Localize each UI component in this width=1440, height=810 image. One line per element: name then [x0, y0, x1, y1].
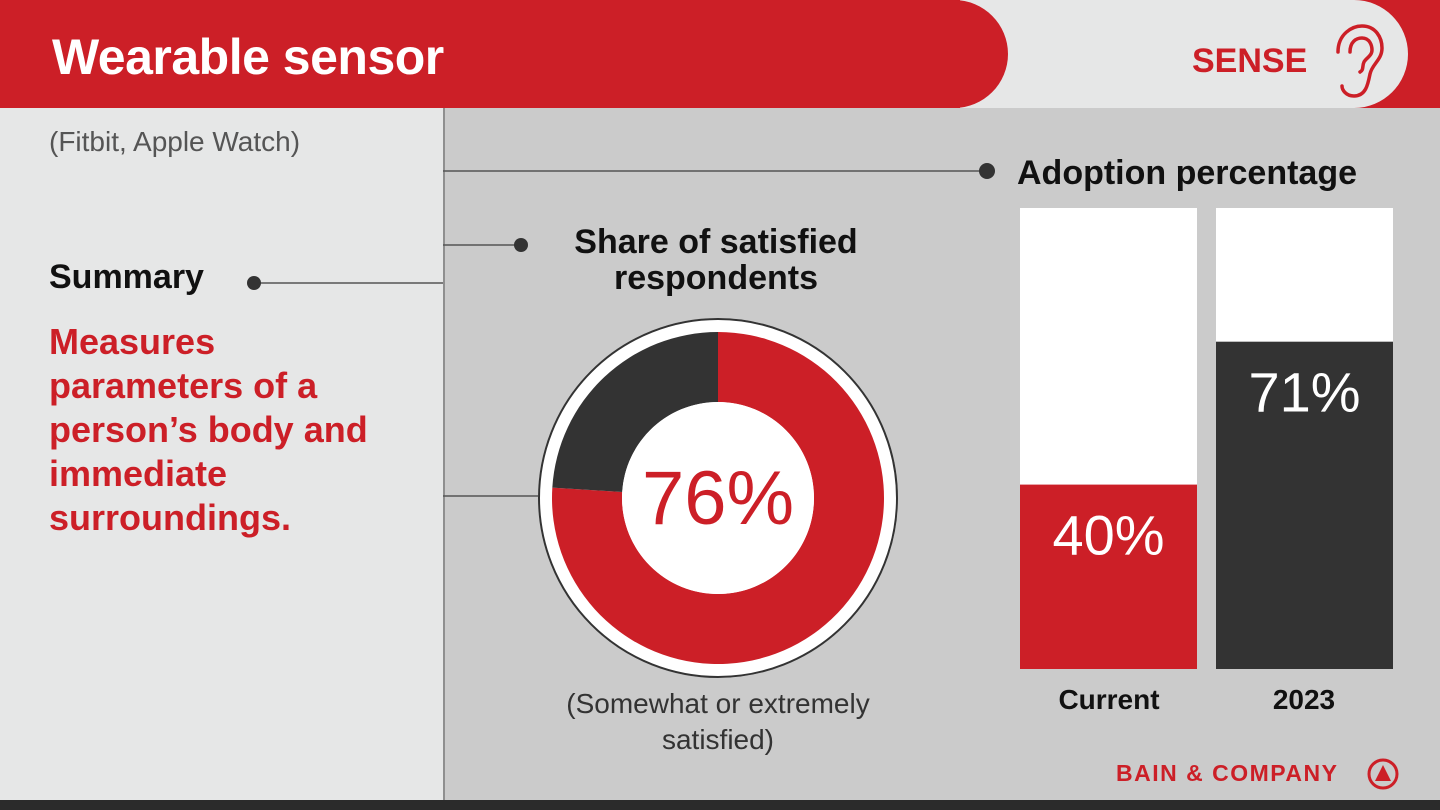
brand-logo-icon: [1367, 758, 1399, 790]
brand-wordmark: BAIN & COMPANY: [1116, 760, 1339, 786]
summary-heading: Summary: [49, 258, 204, 296]
category-pill: [960, 0, 1408, 108]
satisfaction-dot: [514, 238, 528, 252]
donut-center-label: 76%: [642, 456, 794, 541]
bar: [1216, 341, 1393, 669]
left-panel: [0, 0, 443, 800]
examples-subtitle: (Fitbit, Apple Watch): [49, 126, 301, 157]
bar-category-label: 2023: [1272, 684, 1336, 715]
bar: [1020, 484, 1197, 669]
donut-slice: [552, 332, 718, 492]
summary-text: Measures parameters of a person’s body a…: [49, 321, 368, 538]
header-bar: Wearable sensor SENSE: [0, 0, 1440, 108]
bar-value-label: 40%: [1052, 504, 1164, 567]
satisfaction-donut-chart: 76%: [538, 318, 898, 678]
ear-icon: [1336, 24, 1384, 98]
donut-hole: [622, 402, 814, 594]
donut-chart-title: Share of satisfied respondents: [574, 223, 858, 297]
donut-outer-outline: [538, 318, 898, 678]
adoption-bar-chart: 40% 71%: [1020, 208, 1393, 669]
bottom-band: [0, 800, 1440, 810]
title-tab: [0, 0, 1008, 108]
panel-divider: [443, 108, 445, 800]
bar-category-label: Current: [1058, 684, 1160, 715]
adoption-dot: [979, 163, 995, 179]
bar-chart-title: Adoption percentage: [1017, 154, 1358, 192]
donut-caption: (Somewhat or extremely satisfied): [566, 688, 870, 755]
bar-value-label: 71%: [1248, 361, 1360, 424]
donut-slice: [552, 332, 884, 664]
page-title: Wearable sensor: [52, 29, 444, 85]
category-label: SENSE: [1192, 42, 1308, 80]
